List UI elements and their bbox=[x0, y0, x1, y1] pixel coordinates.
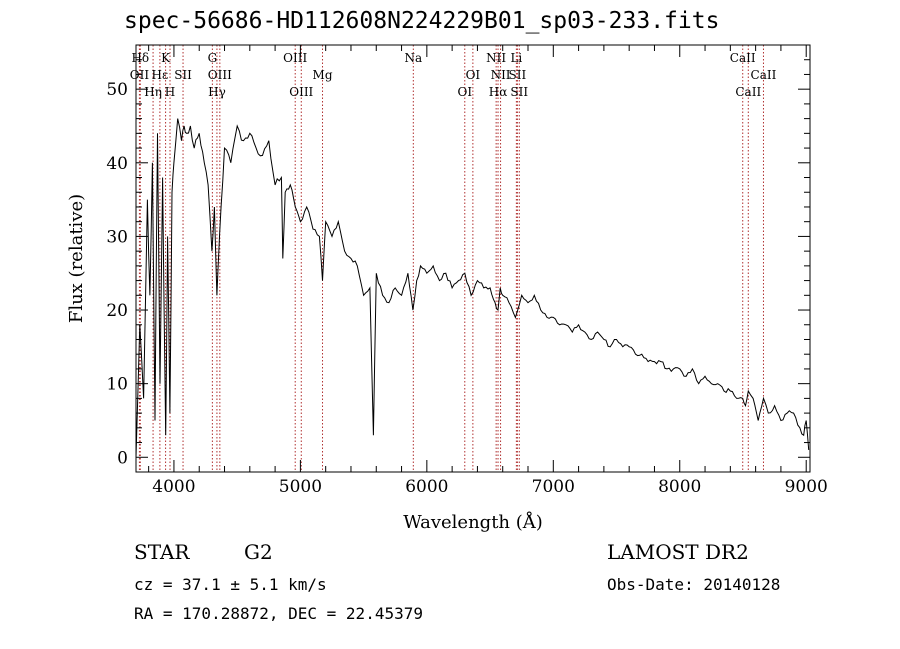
spectral-line-label: CaII bbox=[751, 68, 777, 82]
y-tick-label: 40 bbox=[106, 154, 128, 174]
x-tick-label: 9000 bbox=[785, 477, 828, 497]
object-subclass: G2 bbox=[244, 540, 273, 564]
spectral-line-label: CaII bbox=[735, 85, 761, 99]
spectral-line-label: Hε bbox=[152, 68, 169, 82]
spectral-line-label: Hγ bbox=[208, 85, 226, 99]
y-tick-label: 30 bbox=[106, 227, 128, 247]
x-tick-label: 6000 bbox=[405, 477, 448, 497]
spectral-line-label: OIII bbox=[208, 68, 232, 82]
spectral-line-label: K bbox=[161, 51, 171, 65]
spectral-line-label: NII bbox=[491, 68, 511, 82]
y-axis-label: Flux (relative) bbox=[66, 194, 87, 323]
spectral-line-label: NII bbox=[486, 51, 506, 65]
plot-frame bbox=[135, 44, 811, 473]
x-tick-label: 8000 bbox=[658, 477, 701, 497]
x-axis-label: Wavelength (Å) bbox=[403, 511, 543, 533]
y-tick-label: 10 bbox=[106, 375, 128, 395]
coordinates: RA = 170.28872, DEC = 22.45379 bbox=[134, 604, 423, 623]
spectral-line-label: OIII bbox=[283, 51, 307, 65]
spectral-line-label: Li bbox=[510, 51, 522, 65]
spectrum-series-line bbox=[135, 118, 810, 458]
x-tick-label: 7000 bbox=[532, 477, 575, 497]
x-tick-label: 5000 bbox=[279, 477, 322, 497]
spectral-line-label: OI bbox=[457, 85, 472, 99]
y-tick-label: 20 bbox=[106, 301, 128, 321]
spectral-line-label: SII bbox=[509, 68, 527, 82]
spectral-line-label: G bbox=[208, 51, 218, 65]
axes: 4000 5000 6000 7000 8000 9000 0 10 20 30 40 50 bbox=[106, 45, 828, 497]
observation-date: Obs-Date: 20140128 bbox=[607, 575, 781, 594]
survey-name: LAMOST DR2 bbox=[607, 540, 749, 564]
spectral-line-label: SII bbox=[510, 85, 528, 99]
y-tick-label: 0 bbox=[117, 448, 128, 468]
spectral-line-label: Mg bbox=[313, 68, 333, 82]
y-tick-label: 50 bbox=[106, 80, 128, 100]
spectral-line-label: Na bbox=[404, 51, 422, 65]
object-type: STAR bbox=[134, 540, 190, 564]
chart-title: spec-56686-HD112608N224229B01_sp03-233.f… bbox=[124, 8, 720, 34]
spectral-line-label: H bbox=[165, 85, 175, 99]
spectral-line-label: SII bbox=[174, 68, 192, 82]
spectral-line-label: OI bbox=[466, 68, 481, 82]
spectral-line-label: OII bbox=[130, 68, 150, 82]
x-tick-label: 4000 bbox=[152, 477, 195, 497]
spectral-line-label: OIII bbox=[289, 85, 313, 99]
redshift-velocity: cz = 37.1 ± 5.1 km/s bbox=[134, 575, 327, 594]
spectral-line-label: CaII bbox=[730, 51, 756, 65]
spectral-line-label: Hη bbox=[144, 85, 162, 99]
spectral-line-label: Hδ bbox=[131, 51, 149, 65]
spectral-line-label: Hα bbox=[489, 85, 508, 99]
spectral-line-markers bbox=[138, 45, 764, 472]
